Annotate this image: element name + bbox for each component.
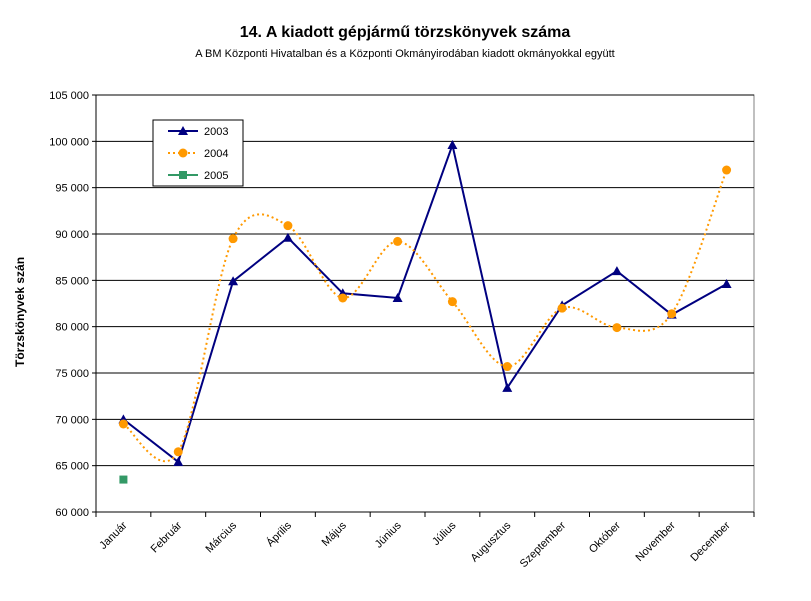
legend-label: 2005 — [204, 170, 228, 182]
series-layer — [118, 140, 732, 484]
data-point — [502, 362, 512, 372]
x-tick-label: November — [634, 519, 679, 564]
series-line — [122, 169, 728, 462]
y-tick-label: 65 000 — [55, 461, 89, 473]
x-tick-label: Április — [264, 519, 295, 550]
y-tick-label: 75 000 — [55, 368, 89, 380]
data-point — [667, 309, 677, 319]
legend-item: 2004 — [168, 148, 228, 160]
legend: 2003 2004 2005 — [152, 119, 244, 187]
x-tick-label: Június — [373, 519, 404, 550]
data-point — [119, 475, 128, 484]
chart-subtitle: A BM Központi Hivatalban és a Központi O… — [195, 48, 614, 60]
x-tick-label: Szeptember — [518, 519, 569, 570]
data-point — [721, 279, 732, 289]
series-2005 — [119, 475, 128, 484]
series-2003 — [118, 140, 732, 466]
data-point — [557, 303, 567, 313]
y-axis-label: Törzskönyvek szán — [13, 257, 27, 367]
y-tick-label: 80 000 — [55, 322, 89, 334]
data-point — [228, 276, 239, 286]
axes — [92, 94, 755, 517]
y-tick-label: 95 000 — [55, 183, 89, 195]
legend-item: 2005 — [168, 170, 228, 182]
data-point — [118, 419, 128, 429]
data-point — [178, 126, 188, 135]
y-tick-label: 70 000 — [55, 414, 89, 426]
y-tick-label: 85 000 — [55, 275, 89, 287]
chart-title: 14. A kiadott gépjármű törzskönyvek szám… — [240, 24, 571, 41]
data-point — [338, 293, 348, 303]
data-point — [178, 148, 188, 158]
data-point — [173, 447, 183, 457]
data-point — [447, 140, 458, 150]
legend-label: 2004 — [204, 148, 228, 160]
data-point — [283, 221, 293, 231]
x-tick-label: Március — [203, 519, 239, 555]
y-tick-labels: 60 000 65 000 70 000 75 000 80 000 85 000 90 0… — [49, 90, 89, 519]
y-tick-label: 105 000 — [49, 90, 89, 102]
y-tick-label: 60 000 — [55, 507, 89, 519]
series-2004 — [118, 165, 732, 462]
x-tick-label: Augusztus — [469, 519, 514, 564]
legend-label: 2003 — [204, 126, 228, 138]
data-point — [722, 165, 732, 175]
x-tick-label: Február — [149, 519, 185, 555]
series-line — [122, 141, 728, 464]
data-point — [173, 456, 184, 466]
x-tick-labels: Január Február Március Április Május Június Jú… — [97, 519, 733, 570]
y-tick-label: 100 000 — [49, 136, 89, 148]
data-point — [612, 323, 622, 333]
data-point — [228, 234, 238, 244]
data-point — [282, 232, 293, 242]
data-point — [611, 266, 622, 276]
x-tick-label: Július — [430, 519, 459, 548]
data-point — [393, 236, 403, 246]
x-tick-label: Október — [587, 519, 623, 555]
data-point — [392, 292, 403, 302]
y-tick-label: 90 000 — [55, 229, 89, 241]
data-point — [447, 297, 457, 307]
x-tick-label: Május — [320, 519, 350, 549]
legend-item: 2003 — [168, 126, 228, 138]
data-point — [179, 171, 187, 179]
x-tick-label: Január — [97, 519, 130, 552]
data-point — [502, 382, 513, 392]
x-tick-label: December — [688, 519, 733, 564]
